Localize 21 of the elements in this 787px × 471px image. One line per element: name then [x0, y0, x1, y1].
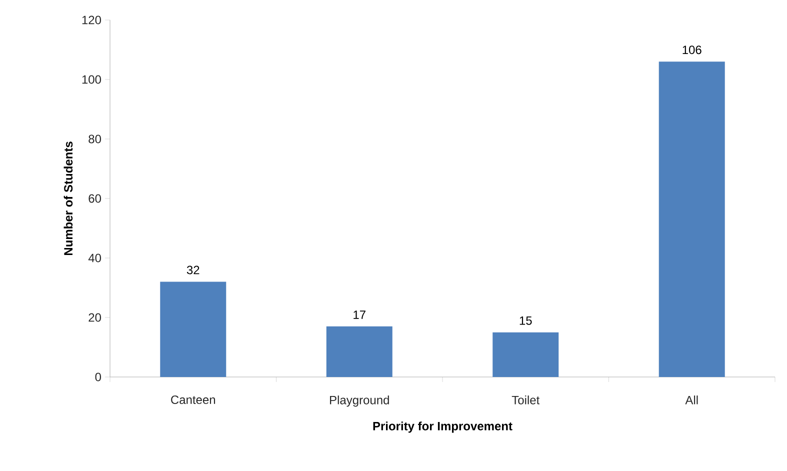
y-tick-label: 40 [88, 254, 102, 262]
y-tick-label: 60 [88, 194, 102, 203]
x-tick-label: Playground [330, 396, 389, 407]
y-tick-label: 80 [88, 134, 102, 144]
y-tick-label: 0 [95, 372, 102, 382]
bar [492, 332, 559, 377]
y-tick-label: 100 [82, 75, 102, 84]
data-label: 32 [186, 266, 200, 274]
x-axis-title: Priority for Improvement [373, 422, 512, 433]
data-label: 15 [520, 316, 532, 325]
y-axis-title: Number of Students [64, 142, 73, 256]
bar [160, 282, 226, 377]
y-tick-label: 120 [82, 16, 102, 24]
bar [326, 326, 392, 377]
data-label: 17 [354, 310, 366, 319]
y-tick-label: 20 [88, 313, 102, 322]
bar [658, 62, 725, 377]
data-label: 106 [682, 46, 702, 54]
x-tick-label: Canteen [171, 396, 216, 404]
x-tick-label: Toilet [512, 396, 540, 404]
x-tick-label: All [685, 396, 698, 404]
